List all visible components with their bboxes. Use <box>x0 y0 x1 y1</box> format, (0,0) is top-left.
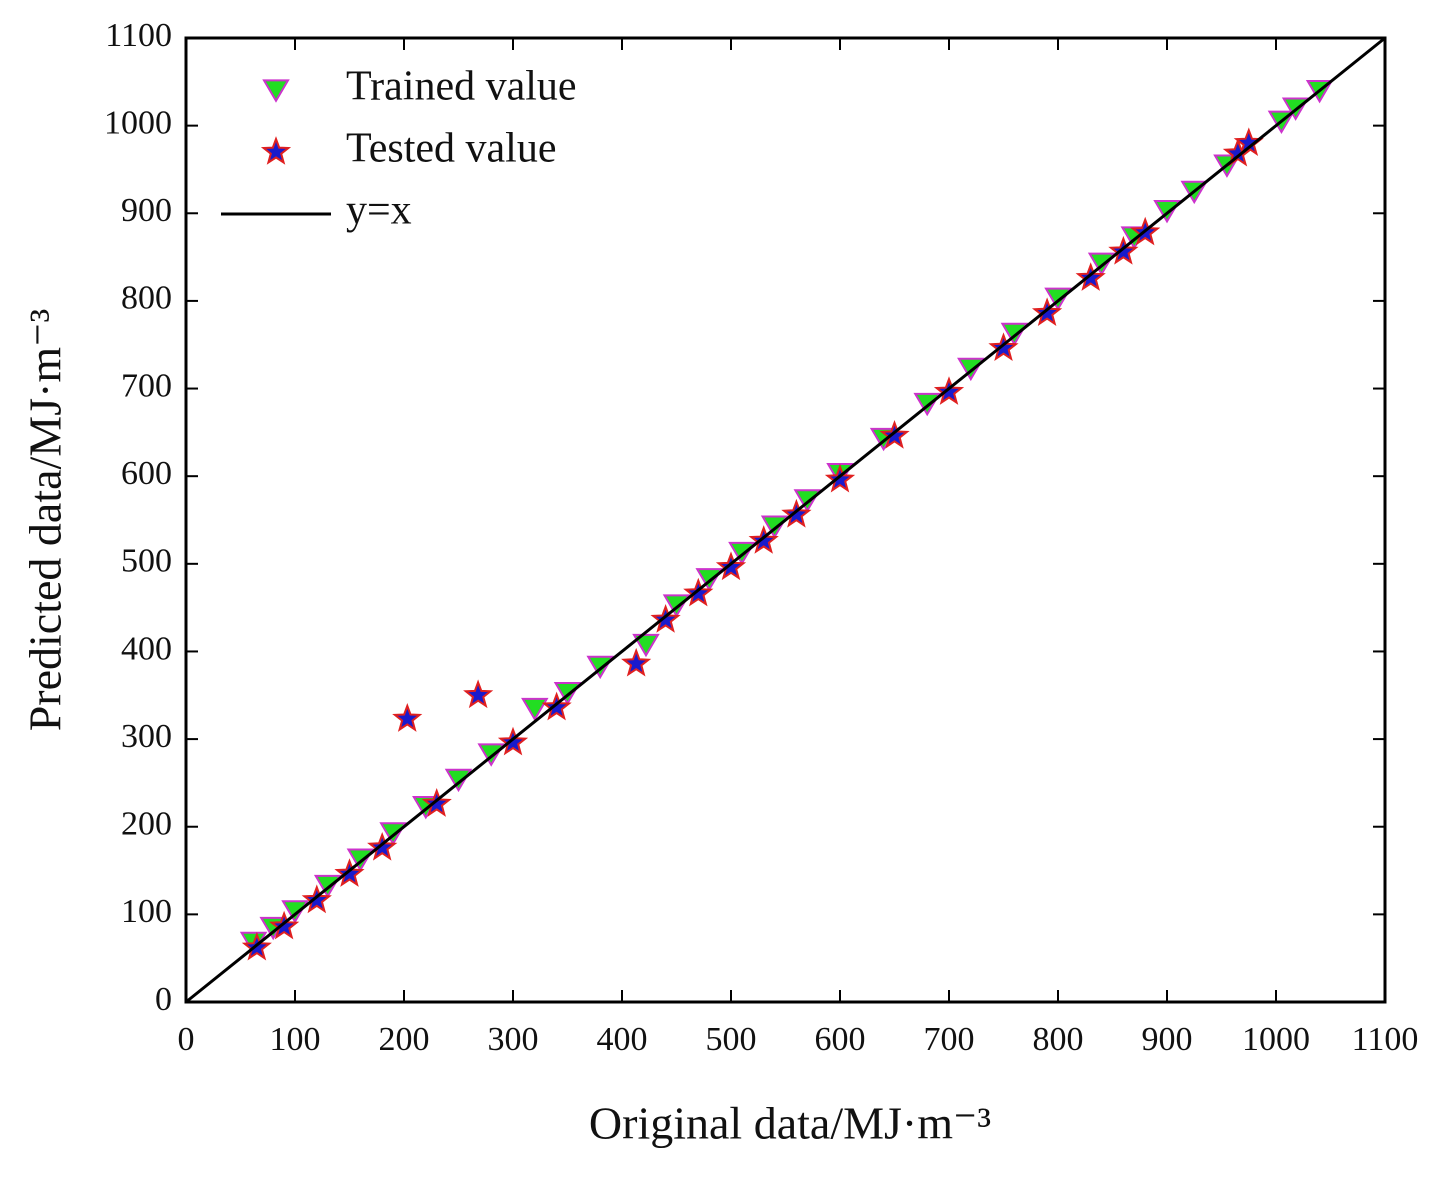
point <box>463 679 494 709</box>
point <box>650 604 681 633</box>
x-tick-label: 600 <box>815 1021 866 1058</box>
y-tick-label: 300 <box>121 718 172 755</box>
y-tick-label: 100 <box>121 893 172 930</box>
x-tick-label: 800 <box>1033 1021 1084 1058</box>
x-tick-label: 0 <box>178 1021 195 1058</box>
point <box>1000 322 1029 347</box>
point <box>1031 297 1063 327</box>
legend-label: y=x <box>346 188 412 234</box>
point <box>301 884 332 914</box>
y-tick-label: 0 <box>155 981 172 1018</box>
x-tick-label: 500 <box>706 1021 757 1058</box>
y-tick-label: 400 <box>121 630 172 667</box>
point <box>621 647 652 677</box>
point <box>1087 252 1116 276</box>
point <box>586 655 614 680</box>
identity-line <box>185 36 1386 1004</box>
point <box>715 551 747 581</box>
point <box>1075 262 1106 291</box>
point <box>748 525 779 554</box>
point <box>988 332 1019 361</box>
plot-frame <box>184 36 1387 1004</box>
y-tick-label: 800 <box>121 280 172 317</box>
y-tick-label: 700 <box>121 367 172 404</box>
x-tick-label: 200 <box>379 1021 430 1058</box>
point <box>497 726 529 756</box>
y-tick-label: 500 <box>121 543 172 580</box>
x-tick-label: 400 <box>597 1021 648 1058</box>
point <box>1153 200 1181 224</box>
legend-label: Tested value <box>346 126 556 172</box>
legend-swatch <box>260 136 292 165</box>
point <box>1044 287 1072 312</box>
x-tick-label: 300 <box>488 1021 539 1058</box>
legend-swatch <box>262 79 290 103</box>
point <box>268 910 300 940</box>
point <box>379 822 407 846</box>
x-axis-title: Original data/MJ·m⁻³ <box>589 1098 991 1149</box>
y-tick-label: 600 <box>121 455 172 492</box>
point <box>695 568 723 592</box>
point <box>793 489 822 513</box>
point <box>521 697 549 722</box>
point <box>662 594 691 618</box>
y-tick-label: 900 <box>121 192 172 229</box>
point <box>367 831 398 861</box>
point <box>879 420 910 449</box>
point <box>421 788 452 817</box>
point <box>1108 235 1139 265</box>
point <box>541 691 572 721</box>
point <box>444 768 473 793</box>
point <box>553 682 582 706</box>
point <box>334 858 365 887</box>
point <box>824 463 856 493</box>
point <box>346 848 375 872</box>
point <box>392 703 423 732</box>
point <box>477 743 505 767</box>
point <box>957 357 985 382</box>
point <box>933 376 965 405</box>
x-tick-label: 1000 <box>1242 1021 1310 1058</box>
point <box>683 577 714 607</box>
point <box>313 874 342 899</box>
point <box>728 541 756 566</box>
x-tick-label: 900 <box>1142 1021 1193 1058</box>
point <box>760 515 789 539</box>
y-tick-label: 1000 <box>104 104 172 141</box>
x-tick-label: 700 <box>924 1021 975 1058</box>
point <box>781 498 812 528</box>
y-tick-label: 1100 <box>105 17 172 54</box>
y-axis-title: Predicted data/MJ·m⁻³ <box>20 309 71 732</box>
x-tick-label: 100 <box>270 1021 321 1058</box>
y-tick-label: 200 <box>121 806 172 843</box>
legend-label: Trained value <box>346 64 577 110</box>
point <box>913 392 941 417</box>
point <box>632 633 660 658</box>
x-tick-label: 1100 <box>1352 1021 1419 1058</box>
